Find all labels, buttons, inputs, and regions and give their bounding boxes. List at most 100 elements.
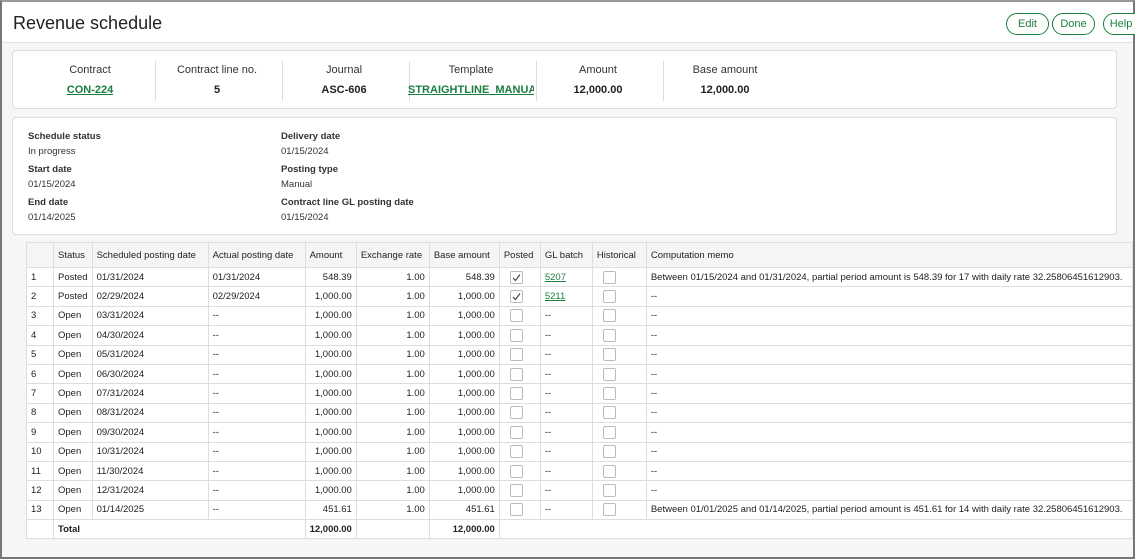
gl-batch: -- bbox=[540, 326, 592, 345]
table-row: 9Open09/30/2024--1,000.001.001,000.00---… bbox=[27, 423, 1133, 442]
row-number: 12 bbox=[27, 481, 54, 500]
exchange-rate: 1.00 bbox=[356, 326, 429, 345]
gl-batch-value: -- bbox=[545, 388, 551, 399]
summary-field: Base amount12,000.00 bbox=[662, 51, 788, 108]
checkbox bbox=[603, 445, 616, 458]
gl-batch-value: -- bbox=[545, 407, 551, 418]
table-row: 10Open10/31/2024--1,000.001.001,000.00--… bbox=[27, 442, 1133, 461]
actual-date: -- bbox=[208, 326, 305, 345]
scheduled-date: 01/31/2024 bbox=[92, 268, 208, 287]
detail-label: Delivery date bbox=[281, 131, 340, 142]
base-amount: 1,000.00 bbox=[429, 442, 499, 461]
checkbox-cell bbox=[592, 268, 646, 287]
checkbox bbox=[603, 484, 616, 497]
row-number: 2 bbox=[27, 287, 54, 306]
detail-value: In progress bbox=[28, 146, 76, 157]
gl-batch-value[interactable]: 5207 bbox=[545, 272, 566, 283]
checkbox bbox=[603, 290, 616, 303]
checkbox bbox=[510, 309, 523, 322]
base-amount: 1,000.00 bbox=[429, 364, 499, 383]
column-header: Posted bbox=[499, 243, 540, 268]
amount: 1,000.00 bbox=[305, 306, 356, 325]
field-value: 12,000.00 bbox=[662, 84, 788, 96]
column-header: Amount bbox=[305, 243, 356, 268]
gl-batch-value[interactable]: 5211 bbox=[545, 291, 565, 302]
check-mark bbox=[512, 273, 521, 282]
checkbox bbox=[510, 387, 523, 400]
checkbox bbox=[510, 465, 523, 478]
row-number: 5 bbox=[27, 345, 54, 364]
actual-date: -- bbox=[208, 384, 305, 403]
gl-batch: -- bbox=[540, 345, 592, 364]
checkbox-cell bbox=[499, 461, 540, 480]
amount: 1,000.00 bbox=[305, 423, 356, 442]
field-value[interactable]: STRAIGHTLINE_MANUAL bbox=[408, 84, 534, 96]
actual-date: -- bbox=[208, 461, 305, 480]
checkbox bbox=[510, 368, 523, 381]
edit-button[interactable]: Edit bbox=[1006, 13, 1049, 35]
checkbox bbox=[603, 271, 616, 284]
amount: 1,000.00 bbox=[305, 442, 356, 461]
status: Open bbox=[54, 461, 93, 480]
checkbox-cell bbox=[592, 306, 646, 325]
detail-label: Schedule status bbox=[28, 131, 101, 142]
actual-date: 01/31/2024 bbox=[208, 268, 305, 287]
row-number: 13 bbox=[27, 500, 54, 519]
schedule-table: StatusScheduled posting dateActual posti… bbox=[26, 242, 1133, 539]
checkbox bbox=[603, 368, 616, 381]
checkbox bbox=[603, 465, 616, 478]
gl-batch: -- bbox=[540, 384, 592, 403]
field-value[interactable]: CON-224 bbox=[27, 84, 153, 96]
field-label: Journal bbox=[281, 64, 407, 76]
done-button[interactable]: Done bbox=[1052, 13, 1095, 35]
scheduled-date: 10/31/2024 bbox=[92, 442, 208, 461]
status: Open bbox=[54, 442, 93, 461]
checkbox-cell bbox=[499, 500, 540, 519]
computation-memo: -- bbox=[646, 345, 1132, 364]
detail-value: 01/15/2024 bbox=[281, 146, 329, 157]
status: Open bbox=[54, 345, 93, 364]
checkbox bbox=[603, 387, 616, 400]
gl-batch-value: -- bbox=[545, 446, 551, 457]
amount: 1,000.00 bbox=[305, 384, 356, 403]
table-row: 6Open06/30/2024--1,000.001.001,000.00---… bbox=[27, 364, 1133, 383]
checkbox bbox=[510, 503, 523, 516]
field-value: 12,000.00 bbox=[535, 84, 661, 96]
field-label: Amount bbox=[535, 64, 661, 76]
column-header: Status bbox=[54, 243, 93, 268]
row-number: 3 bbox=[27, 306, 54, 325]
table-row: 4Open04/30/2024--1,000.001.001,000.00---… bbox=[27, 326, 1133, 345]
summary-panel: ContractCON-224Contract line no.5Journal… bbox=[12, 50, 1117, 109]
checkbox-cell bbox=[592, 423, 646, 442]
status: Open bbox=[54, 326, 93, 345]
exchange-rate: 1.00 bbox=[356, 268, 429, 287]
blank bbox=[356, 520, 429, 539]
detail-label: Start date bbox=[28, 164, 72, 175]
checkbox-cell bbox=[499, 384, 540, 403]
total-base: 12,000.00 bbox=[429, 520, 499, 539]
scheduled-date: 03/31/2024 bbox=[92, 306, 208, 325]
checkbox bbox=[510, 426, 523, 439]
row-number: 9 bbox=[27, 423, 54, 442]
detail-value: 01/15/2024 bbox=[28, 179, 76, 190]
summary-field: TemplateSTRAIGHTLINE_MANUAL bbox=[408, 51, 534, 108]
amount: 1,000.00 bbox=[305, 403, 356, 422]
blank bbox=[499, 520, 1132, 539]
help-button[interactable]: Help bbox=[1103, 13, 1135, 35]
actual-date: -- bbox=[208, 442, 305, 461]
table-row: 11Open11/30/2024--1,000.001.001,000.00--… bbox=[27, 461, 1133, 480]
checkbox bbox=[510, 484, 523, 497]
status: Open bbox=[54, 423, 93, 442]
amount: 1,000.00 bbox=[305, 481, 356, 500]
checkbox bbox=[510, 290, 523, 303]
table-row: 3Open03/31/2024--1,000.001.001,000.00---… bbox=[27, 306, 1133, 325]
checkbox-cell bbox=[592, 326, 646, 345]
exchange-rate: 1.00 bbox=[356, 384, 429, 403]
gl-batch: -- bbox=[540, 364, 592, 383]
checkbox-cell bbox=[592, 345, 646, 364]
base-amount: 548.39 bbox=[429, 268, 499, 287]
checkbox bbox=[510, 348, 523, 361]
table-row: 2Posted02/29/202402/29/20241,000.001.001… bbox=[27, 287, 1133, 306]
status: Posted bbox=[54, 268, 93, 287]
checkbox-cell bbox=[592, 287, 646, 306]
